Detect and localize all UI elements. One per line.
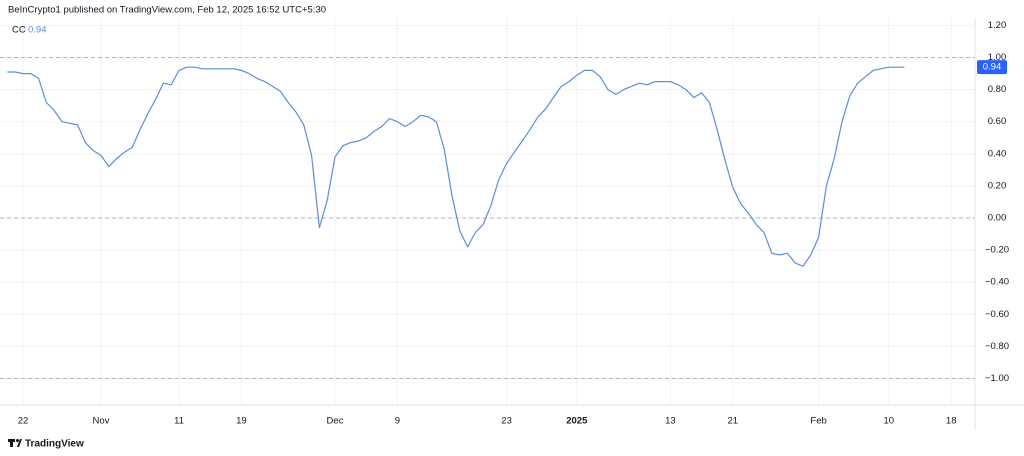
- y-tick-label: 1.20: [988, 20, 1007, 31]
- legend-name: CC: [12, 25, 26, 36]
- y-tick-label: −0.40: [985, 277, 1009, 288]
- x-tick-label: 23: [501, 416, 512, 427]
- y-tick-label: 0.80: [988, 84, 1007, 95]
- x-tick-label: 21: [728, 416, 739, 427]
- x-tick-label: Feb: [810, 416, 826, 427]
- last-value-tag: [977, 60, 1007, 75]
- y-tick-label: 0.20: [988, 180, 1007, 191]
- legend-value: 0.94: [28, 25, 47, 36]
- x-tick-label: 13: [665, 416, 676, 427]
- x-tick-label: 11: [174, 416, 184, 427]
- x-tick-label: 9: [395, 416, 400, 427]
- y-tick-label: 0.00: [988, 213, 1007, 224]
- last-value-label: 0.94: [983, 62, 1002, 73]
- x-tick-label: Dec: [327, 416, 344, 427]
- y-tick-label: 0.40: [988, 148, 1007, 159]
- x-tick-label: 10: [884, 416, 895, 427]
- y-tick-label: −0.80: [985, 341, 1009, 352]
- chart-title: BeInCrypto1 published on TradingView.com…: [8, 5, 326, 16]
- x-tick-label: 18: [946, 416, 957, 427]
- y-tick-label: 1.00: [988, 52, 1007, 63]
- x-tick-label: 19: [236, 416, 247, 427]
- y-tick-label: 0.60: [988, 116, 1007, 127]
- x-tick-label: 2025: [566, 416, 588, 427]
- x-tick-label: Nov: [93, 416, 110, 427]
- y-tick-label: −0.20: [985, 245, 1009, 256]
- y-tick-label: −1.00: [985, 373, 1009, 384]
- series-line: [7, 66, 905, 267]
- y-tick-label: −0.60: [985, 309, 1009, 320]
- x-tick-label: 22: [18, 416, 29, 427]
- brand-logo: [8, 439, 22, 447]
- brand-name: TradingView: [25, 439, 84, 450]
